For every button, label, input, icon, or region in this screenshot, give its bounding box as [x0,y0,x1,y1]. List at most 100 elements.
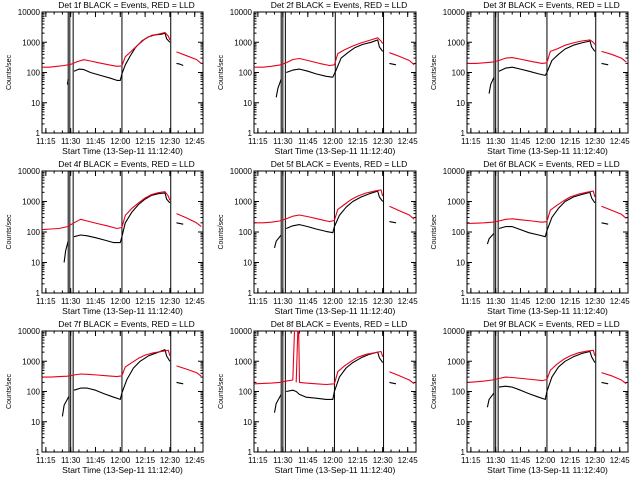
x-axis-label: Start Time (13-Sep-11 11:12:40) [62,146,183,156]
x-tick-label: 12:45 [185,456,206,465]
y-tick-label: 1000 [22,198,40,207]
x-tick-label: 12:45 [398,456,419,465]
y-tick-label: 10000 [18,327,41,336]
x-tick-label: 11:30 [61,137,81,146]
x-tick-label: 11:15 [36,137,56,146]
y-tick-label: 1000 [447,38,465,47]
plot-frame [253,330,417,453]
y-tick-label: 1 [461,129,466,138]
y-tick-label: 1000 [22,357,40,366]
y-tick-label: 100 [239,388,253,397]
x-tick-label: 12:15 [135,297,156,306]
y-tick-label: 1000 [447,198,465,207]
x-tick-label: 12:00 [323,297,344,306]
x-tick-label: 11:45 [511,456,531,465]
series-events-line [63,192,184,263]
y-tick-label: 1 [461,448,466,457]
y-tick-label: 10000 [443,8,466,17]
x-tick-label: 11:45 [86,297,106,306]
x-tick-label: 12:15 [348,297,369,306]
x-tick-label: 11:15 [248,137,268,146]
x-tick-label: 12:30 [373,297,394,306]
y-tick-label: 10 [31,418,40,427]
series-events-line [486,350,609,408]
panel-det-6: Det 6f BLACK = Events, RED = LLD 1 10 100 10… [431,159,630,316]
y-tick-label: 1 [248,448,253,457]
x-tick-label: 12:15 [135,137,156,146]
x-tick-label: 12:45 [610,297,631,306]
x-tick-label: 11:30 [486,137,506,146]
x-tick-label: 12:15 [560,137,581,146]
x-tick-label: 12:00 [535,137,556,146]
x-tick-label: 11:15 [461,297,481,306]
panel-det-4: Det 4f BLACK = Events, RED = LLD 1 10 100 10… [6,159,205,316]
y-tick-label: 10 [243,259,252,268]
panel-det-7: Det 7f BLACK = Events, RED = LLD 1 10 100 10… [6,319,205,475]
x-tick-label: 11:45 [298,137,318,146]
x-tick-label: 12:45 [398,137,419,146]
y-tick-label: 100 [27,388,41,397]
x-axis-label: Start Time (13-Sep-11 11:12:40) [275,465,396,475]
y-tick-label: 1 [461,289,466,298]
x-tick-label: 12:00 [535,297,556,306]
series-lld-line [42,349,202,378]
x-tick-label: 11:15 [461,456,481,465]
y-tick-label: 10 [456,99,465,108]
x-tick-label: 11:30 [273,456,293,465]
y-tick-label: 1000 [447,357,465,366]
x-tick-label: 11:45 [298,297,318,306]
x-tick-label: 12:45 [398,297,419,306]
x-axis-label: Start Time (13-Sep-11 11:12:40) [62,465,183,475]
series-lld-line [42,31,202,68]
y-tick-label: 10000 [230,8,253,17]
x-tick-label: 11:15 [248,456,268,465]
y-tick-label: 100 [27,228,41,237]
x-tick-label: 11:15 [36,456,56,465]
x-tick-label: 12:30 [160,297,181,306]
series-lld-line [254,330,415,386]
x-tick-label: 12:30 [373,456,394,465]
panel-title: Det 2f BLACK = Events, RED = LLD [271,0,408,10]
y-axis-label: Counts/sec [431,54,438,90]
series-lld-line [467,349,627,385]
x-tick-label: 11:15 [36,297,56,306]
x-tick-label: 11:45 [298,456,318,465]
series-lld-line [42,191,202,231]
y-tick-label: 100 [239,228,253,237]
x-tick-label: 12:00 [110,456,131,465]
x-tick-label: 11:45 [511,297,531,306]
x-tick-label: 11:30 [273,137,293,146]
x-tick-label: 12:15 [560,297,581,306]
y-axis-label: Counts/sec [218,54,225,90]
y-tick-label: 1 [248,289,253,298]
y-tick-label: 10000 [230,167,253,176]
y-tick-label: 10 [243,418,252,427]
x-axis-label: Start Time (13-Sep-11 11:12:40) [275,306,396,316]
series-events-line [486,191,609,245]
x-axis-label: Start Time (13-Sep-11 11:12:40) [275,146,396,156]
y-tick-label: 1000 [234,357,252,366]
y-axis-label: Counts/sec [6,373,13,409]
x-tick-label: 11:30 [273,297,293,306]
plot-frame [253,170,417,294]
y-tick-label: 10 [31,99,40,108]
y-tick-label: 10000 [18,8,41,17]
x-tick-label: 11:45 [86,456,106,465]
x-tick-label: 12:30 [585,137,606,146]
x-tick-label: 12:00 [110,297,131,306]
y-tick-label: 100 [452,69,466,78]
y-tick-label: 1 [36,129,41,138]
x-tick-label: 12:00 [323,456,344,465]
x-axis-label: Start Time (13-Sep-11 11:12:40) [62,306,183,316]
y-axis-label: Counts/sec [218,373,225,409]
y-axis-label: Counts/sec [6,214,13,250]
y-tick-label: 10 [456,418,465,427]
x-tick-label: 12:00 [535,456,556,465]
x-tick-label: 12:00 [110,137,131,146]
y-axis-label: Counts/sec [218,214,225,250]
series-lld-line [467,190,627,225]
x-tick-label: 12:30 [585,297,606,306]
series-events-line [275,39,397,98]
series-events-line [488,40,609,94]
